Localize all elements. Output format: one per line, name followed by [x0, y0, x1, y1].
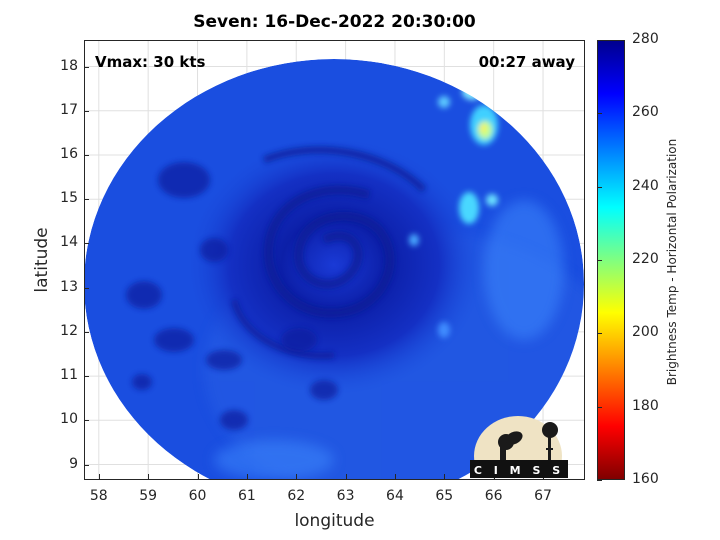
x-tick-mark [197, 474, 199, 479]
x-tick-label: 62 [287, 488, 306, 504]
x-tick-label: 63 [336, 488, 355, 504]
storm-core [184, 135, 484, 395]
x-tick-label: 66 [484, 488, 503, 504]
logo-wordmark: C I M S S [474, 464, 564, 477]
x-tick-mark [444, 474, 446, 479]
colorbar-tick-label: 200 [632, 324, 659, 341]
colorbar-tick-label: 240 [632, 177, 659, 194]
y-tick-mark [84, 420, 89, 422]
y-tick-label: 13 [60, 278, 78, 295]
colorbar-tick-mark [597, 333, 602, 335]
y-tick-label: 10 [60, 411, 78, 428]
x-tick-mark [148, 474, 150, 479]
y-tick-label: 14 [60, 234, 78, 251]
y-axis-label: latitude [32, 227, 52, 293]
x-tick-label: 64 [386, 488, 404, 504]
x-tick-label: 65 [435, 488, 454, 504]
x-tick-mark [296, 474, 298, 479]
vmax-label: Vmax: 30 kts [95, 53, 206, 71]
x-tick-label: 59 [139, 488, 158, 504]
x-tick-label: 58 [89, 488, 108, 504]
colorbar-label: Brightness Temp - Horizontal Polarizatio… [665, 138, 679, 386]
colorbar-tick-mark [597, 186, 602, 188]
x-tick-label: 61 [237, 488, 256, 504]
y-tick-mark [84, 199, 89, 201]
y-tick-mark [84, 464, 89, 466]
y-tick-label: 16 [60, 145, 78, 162]
y-tick-mark [84, 376, 89, 378]
colorbar-tick-mark [597, 260, 602, 261]
colorbar-tick-label: 180 [632, 397, 659, 414]
colorbar-tick-mark [597, 40, 602, 41]
x-tick-label: 67 [534, 488, 552, 504]
y-tick-label: 9 [69, 455, 78, 472]
y-tick-label: 11 [60, 367, 78, 384]
cimss-logo: C I M S S [470, 416, 568, 478]
colorbar-tick-label: 160 [632, 471, 659, 487]
colorbar-tick-mark [597, 113, 602, 115]
colorbar-tick-label: 220 [632, 251, 659, 267]
colorbar-tick-label: 280 [632, 31, 659, 47]
x-axis-label: longitude [294, 511, 375, 531]
y-tick-mark [84, 331, 89, 333]
y-tick-mark [84, 154, 89, 156]
time-away-label: 00:27 away [478, 53, 575, 71]
x-tick-mark [246, 474, 248, 479]
x-tick-mark [394, 474, 396, 479]
x-tick-label: 60 [188, 488, 207, 504]
y-tick-label: 18 [60, 57, 78, 74]
map-title: Seven: 16-Dec-2022 20:30:00 [193, 12, 476, 32]
colorbar-tick-mark [597, 480, 602, 481]
colorbar-tick-mark [597, 406, 602, 408]
y-tick-label: 12 [60, 322, 78, 339]
y-tick-mark [84, 287, 89, 289]
spiral-bands [231, 146, 427, 359]
y-tick-mark [84, 66, 89, 68]
y-tick-label: 17 [60, 101, 78, 118]
y-tick-label: 15 [60, 190, 78, 207]
x-tick-mark [345, 474, 347, 479]
colorbar-tick-label: 260 [632, 104, 659, 121]
cold-cloud-patches [126, 162, 338, 430]
x-tick-mark [98, 474, 100, 479]
y-tick-mark [84, 110, 89, 112]
y-tick-mark [84, 243, 89, 245]
